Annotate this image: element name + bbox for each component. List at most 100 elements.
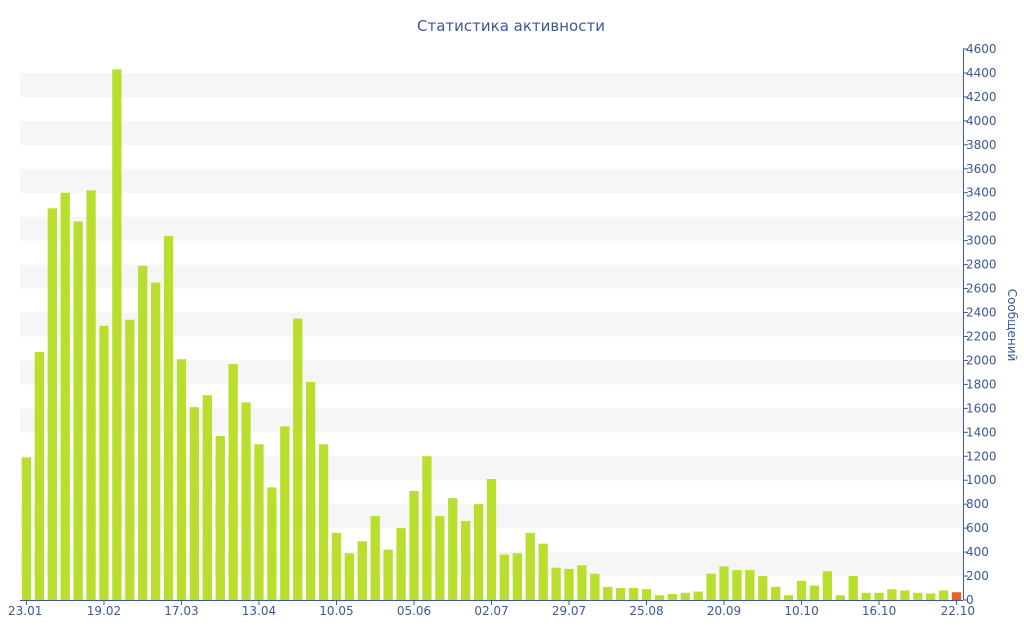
bar[interactable] bbox=[577, 565, 587, 600]
bar[interactable] bbox=[628, 588, 639, 600]
bar[interactable] bbox=[86, 190, 96, 600]
y-tick-label: 4600 bbox=[966, 42, 997, 56]
grid-band bbox=[20, 360, 963, 385]
bar[interactable] bbox=[267, 487, 277, 600]
bar[interactable] bbox=[47, 208, 57, 600]
y-tick-label: 3400 bbox=[966, 186, 997, 200]
y-ticks: 0 200 400 600 800 1000 1200 1400 1600 1800 2000 220… bbox=[963, 42, 997, 607]
bar[interactable] bbox=[215, 435, 225, 600]
bar[interactable] bbox=[344, 553, 355, 600]
bar[interactable] bbox=[938, 590, 949, 600]
bar[interactable] bbox=[525, 532, 535, 600]
bar[interactable] bbox=[654, 595, 665, 600]
bar[interactable] bbox=[473, 504, 484, 600]
bar[interactable] bbox=[163, 235, 174, 601]
bar[interactable] bbox=[331, 532, 342, 600]
bar[interactable] bbox=[280, 426, 290, 600]
x-tick-label: 02.07 bbox=[474, 604, 508, 618]
y-axis-label: Сообщений bbox=[1005, 289, 1019, 362]
bar[interactable] bbox=[732, 570, 742, 600]
bar[interactable] bbox=[306, 382, 316, 600]
bar[interactable] bbox=[21, 457, 32, 600]
bar[interactable] bbox=[590, 573, 600, 600]
y-tick-label: 1600 bbox=[966, 401, 997, 415]
y-tick-label: 0 bbox=[966, 593, 974, 607]
y-tick-label: 3000 bbox=[966, 234, 997, 248]
bar[interactable] bbox=[448, 498, 458, 600]
bar[interactable] bbox=[254, 444, 264, 600]
bar[interactable] bbox=[706, 573, 716, 600]
bar[interactable] bbox=[318, 444, 329, 600]
bar[interactable] bbox=[951, 592, 962, 600]
bar[interactable] bbox=[499, 554, 510, 600]
bar[interactable] bbox=[138, 265, 148, 600]
y-tick-label: 3800 bbox=[966, 138, 997, 152]
y-tick-label: 2000 bbox=[966, 353, 997, 367]
x-tick-label: 20.09 bbox=[707, 604, 741, 618]
bar[interactable] bbox=[680, 592, 690, 600]
bar[interactable] bbox=[835, 595, 845, 600]
bar[interactable] bbox=[926, 593, 936, 600]
bar[interactable] bbox=[771, 586, 781, 600]
bar[interactable] bbox=[783, 595, 794, 600]
bar[interactable] bbox=[422, 456, 432, 600]
grid-band bbox=[20, 456, 963, 481]
bar[interactable] bbox=[616, 588, 626, 600]
y-tick-label: 200 bbox=[966, 569, 989, 583]
bar[interactable] bbox=[693, 591, 703, 600]
bar[interactable] bbox=[396, 528, 406, 600]
bar[interactable] bbox=[189, 407, 200, 600]
bar[interactable] bbox=[435, 516, 445, 600]
x-tick-label: 16.10 bbox=[862, 604, 896, 618]
bar[interactable] bbox=[745, 570, 755, 600]
bar[interactable] bbox=[551, 567, 561, 600]
grid-band bbox=[20, 120, 963, 145]
bar[interactable] bbox=[913, 592, 923, 600]
y-tick-label: 600 bbox=[966, 521, 989, 535]
bar[interactable] bbox=[667, 594, 677, 600]
bar[interactable] bbox=[34, 352, 45, 600]
bar[interactable] bbox=[99, 325, 109, 600]
bar[interactable] bbox=[150, 282, 161, 600]
bar[interactable] bbox=[176, 359, 187, 600]
grid-bands bbox=[20, 72, 963, 577]
grid-band bbox=[20, 168, 963, 193]
bar[interactable] bbox=[809, 585, 820, 600]
bar[interactable] bbox=[900, 590, 910, 600]
bar[interactable] bbox=[848, 576, 858, 600]
bar[interactable] bbox=[538, 543, 548, 600]
y-tick-label: 1200 bbox=[966, 449, 997, 463]
bar[interactable] bbox=[486, 479, 497, 600]
bar[interactable] bbox=[603, 586, 613, 600]
bar[interactable] bbox=[60, 192, 70, 601]
y-tick-label: 400 bbox=[966, 545, 989, 559]
bar[interactable] bbox=[822, 571, 833, 600]
bar[interactable] bbox=[641, 589, 652, 600]
bar[interactable] bbox=[719, 566, 729, 600]
bar[interactable] bbox=[293, 318, 303, 600]
bar[interactable] bbox=[202, 395, 212, 600]
bar[interactable] bbox=[228, 364, 238, 600]
bar[interactable] bbox=[370, 516, 380, 600]
bar[interactable] bbox=[125, 319, 135, 600]
bar[interactable] bbox=[357, 541, 367, 600]
bar[interactable] bbox=[409, 491, 419, 600]
bar[interactable] bbox=[383, 549, 393, 600]
bar[interactable] bbox=[861, 592, 871, 600]
bar[interactable] bbox=[874, 592, 884, 600]
bar[interactable] bbox=[461, 520, 471, 600]
bar[interactable] bbox=[887, 589, 897, 600]
bar[interactable] bbox=[112, 69, 122, 601]
y-tick-label: 2200 bbox=[966, 329, 997, 343]
bar[interactable] bbox=[241, 402, 251, 600]
bar[interactable] bbox=[796, 580, 807, 600]
bar[interactable] bbox=[73, 221, 83, 601]
bar[interactable] bbox=[512, 553, 522, 600]
y-tick-label: 800 bbox=[966, 497, 989, 511]
y-tick-label: 4200 bbox=[966, 90, 997, 104]
bar[interactable] bbox=[564, 568, 574, 600]
grid-band bbox=[20, 264, 963, 289]
bar[interactable] bbox=[758, 576, 768, 600]
grid-band bbox=[20, 216, 963, 241]
